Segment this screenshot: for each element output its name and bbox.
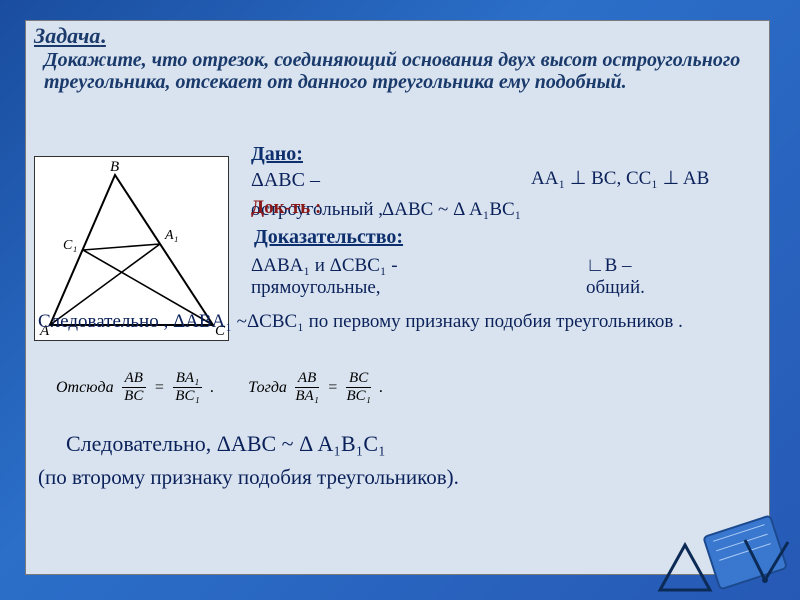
compass-pivot bbox=[762, 577, 768, 583]
fraction-3: AB BA₁ bbox=[295, 371, 319, 404]
prove-label: Док-ть : bbox=[251, 197, 321, 219]
frac2-num: BA₁ bbox=[173, 371, 203, 388]
fraction-1: AB BC bbox=[122, 371, 146, 404]
given-label: Дано: bbox=[251, 143, 303, 166]
frac3-den: BA₁ bbox=[295, 388, 319, 404]
task-heading-dot: . bbox=[100, 23, 106, 48]
task-heading: Задача. bbox=[34, 23, 106, 49]
task-heading-text: Задача bbox=[34, 23, 100, 48]
label-b: B bbox=[110, 159, 119, 175]
then-word: Тогда bbox=[248, 379, 287, 397]
frac1-den: BC bbox=[124, 388, 143, 404]
proof-label: Доказательство: bbox=[254, 226, 403, 249]
proof-step1b: прямоугольные, bbox=[251, 277, 381, 298]
common-angle: ∟B – общий. bbox=[586, 255, 645, 299]
frac1-num: AB bbox=[122, 371, 146, 388]
frac3-num: AB bbox=[295, 371, 319, 388]
slide-card: Задача. Докажите, что отрезок, соединяющ… bbox=[25, 20, 770, 575]
problem-statement: Докажите, что отрезок, соединяющий основ… bbox=[44, 49, 754, 93]
common-b: общий. bbox=[586, 277, 645, 298]
proof-step1: ΔABA₁ и ΔCBC₁ - прямоугольные, bbox=[251, 255, 551, 299]
equals-1: = bbox=[154, 379, 165, 397]
frac4-num: BC bbox=[346, 371, 371, 388]
period-1: . bbox=[210, 379, 214, 397]
segment-a1c1 bbox=[83, 244, 160, 250]
hence-word: Отсюда bbox=[56, 379, 114, 397]
label-c1: C₁ bbox=[63, 238, 77, 253]
common-a: ∟B – bbox=[586, 255, 632, 276]
given-text: ΔABC – bbox=[251, 169, 320, 192]
proof-step1a: ΔABA₁ и ΔCBC₁ - bbox=[251, 255, 398, 276]
frac2-den: BC₁ bbox=[175, 388, 199, 404]
fraction-4: BC BC₁ bbox=[346, 371, 371, 404]
fraction-2: BA₁ BC₁ bbox=[173, 371, 203, 404]
frac4-den: BC₁ bbox=[346, 388, 370, 404]
proportion-row: Отсюда AB BC = BA₁ BC₁ . Тогда AB BA₁ = … bbox=[56, 371, 383, 404]
equals-2: = bbox=[327, 379, 338, 397]
period-2: . bbox=[379, 379, 383, 397]
therefore2: Следовательно, ΔABC ~ Δ A₁B₁C₁ bbox=[66, 431, 386, 457]
therefore1: Следовательно , ΔABA₁ ~ΔCBC₁ по первому … bbox=[38, 311, 758, 333]
label-a1: A₁ bbox=[164, 228, 178, 243]
perpendicular-text: AA₁ ⊥ BC, CC₁ ⊥ AB bbox=[531, 167, 709, 190]
by-second-criterion: (по второму признаку подобия треугольник… bbox=[38, 466, 758, 489]
prove-text: ΔABC ~ Δ A₁BC₁ bbox=[382, 199, 521, 221]
